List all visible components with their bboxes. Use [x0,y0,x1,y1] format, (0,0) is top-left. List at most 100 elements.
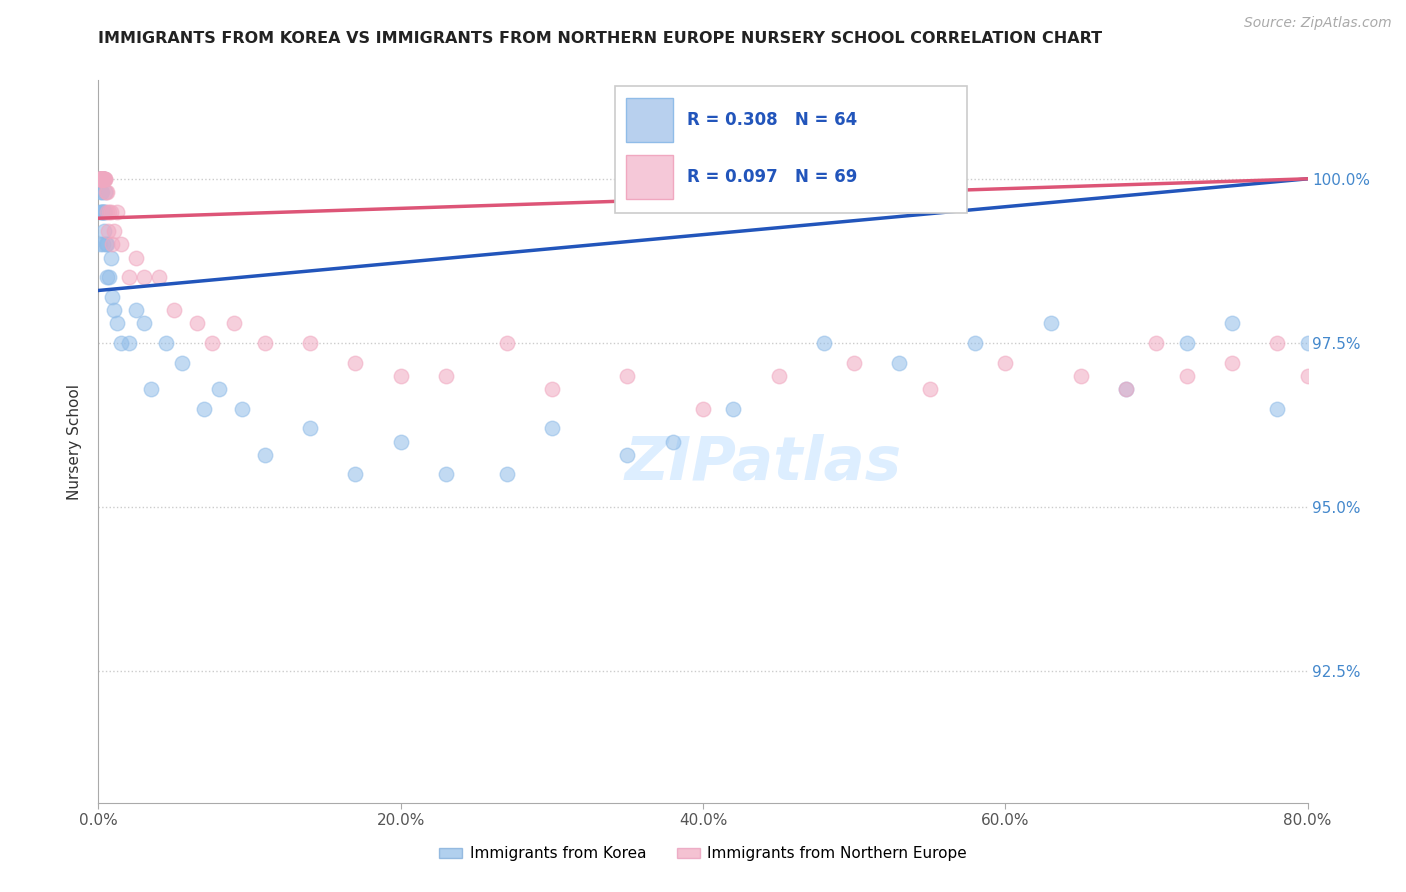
Point [89,237,111,252]
Point [91,171,114,186]
Point [692,401,714,416]
Point [94,237,117,252]
Point [125,303,148,318]
Point [1175,336,1198,351]
Point [299,421,322,435]
Point [495,467,517,482]
Point [1267,336,1289,351]
Point [186,316,208,330]
Point [98,204,121,219]
Point [1372,316,1395,330]
Point [1115,382,1137,396]
Point [90,171,112,186]
Point [1039,316,1062,330]
Point [89,171,111,186]
Point [118,270,141,285]
Point [97,224,120,238]
Point [94,185,117,199]
Point [93,224,115,238]
Point [91,171,114,186]
Point [91,204,114,219]
Point [253,448,276,462]
Point [155,336,177,351]
Point [90,171,112,186]
Point [100,251,122,265]
Point [344,356,367,370]
Point [90,185,112,199]
Point [132,316,155,330]
Point [91,237,114,252]
Point [93,171,115,186]
Point [994,356,1017,370]
Text: ZIPatlas: ZIPatlas [624,434,903,492]
Point [1220,316,1243,330]
Point [1327,316,1350,330]
Point [540,382,562,396]
Point [101,237,124,252]
Point [434,368,457,383]
Point [98,270,121,285]
Point [768,368,790,383]
Point [132,270,155,285]
Point [96,185,118,199]
Point [90,171,112,186]
Point [105,204,128,219]
Point [96,270,118,285]
Point [434,467,457,482]
Point [1267,401,1289,416]
Point [118,336,141,351]
Point [91,171,114,186]
Point [100,204,122,219]
Point [89,204,111,219]
Point [1175,368,1198,383]
Point [208,382,231,396]
Point [103,303,125,318]
FancyBboxPatch shape [616,86,966,213]
Point [389,368,412,383]
Point [90,171,112,186]
Point [93,171,115,186]
Point [91,171,114,186]
Point [89,171,111,186]
Point [1388,290,1406,304]
Y-axis label: Nursery School: Nursery School [67,384,83,500]
Point [93,171,115,186]
Point [141,382,163,396]
Point [661,434,683,449]
Point [1296,336,1319,351]
Point [105,316,128,330]
Point [90,171,112,186]
Point [1146,336,1168,351]
Point [90,171,112,186]
Point [170,356,193,370]
Point [94,171,117,186]
Point [1220,356,1243,370]
Point [90,171,112,186]
Point [495,336,517,351]
Point [844,356,866,370]
Bar [626,154,672,199]
Point [96,237,118,252]
Point [344,467,367,482]
Point [193,401,215,416]
Point [110,237,132,252]
Point [90,171,112,186]
Point [101,290,124,304]
Point [1327,336,1350,351]
Point [1357,303,1379,318]
Point [91,171,114,186]
Point [224,316,246,330]
Point [1070,368,1092,383]
Point [231,401,253,416]
Point [90,171,112,186]
Point [91,171,114,186]
Point [93,171,115,186]
Point [299,336,322,351]
Point [93,171,115,186]
Point [90,171,112,186]
Point [91,185,114,199]
Point [90,171,112,186]
Point [103,224,125,238]
Legend: Immigrants from Korea, Immigrants from Northern Europe: Immigrants from Korea, Immigrants from N… [433,840,973,867]
Point [91,171,114,186]
